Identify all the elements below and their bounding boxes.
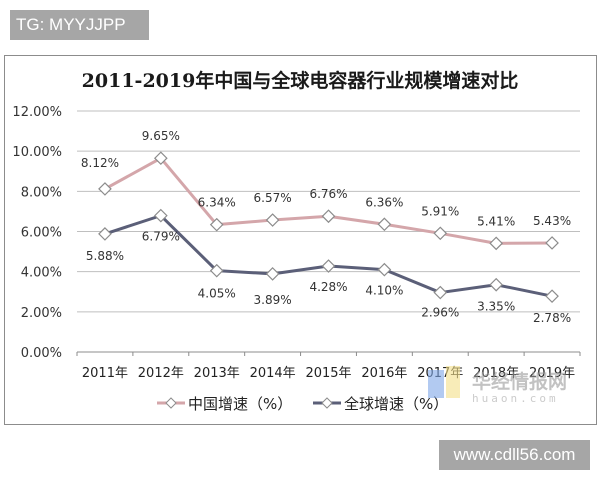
data-label: 5.88% bbox=[86, 249, 124, 263]
logo-yellow-block-icon bbox=[446, 366, 460, 398]
data-label: 8.12% bbox=[81, 156, 119, 170]
x-tick-label: 2018年 bbox=[473, 366, 519, 381]
data-point-marker bbox=[377, 217, 392, 232]
bottom-watermark-badge: www.cdll56.com bbox=[439, 440, 590, 470]
data-point-marker bbox=[209, 263, 224, 278]
data-point-marker bbox=[98, 227, 112, 241]
data-point-marker bbox=[153, 151, 168, 166]
data-label: 6.36% bbox=[365, 195, 403, 209]
data-point-marker bbox=[489, 236, 504, 251]
logo-blue-block-icon bbox=[428, 370, 444, 398]
y-tick-label: 8.00% bbox=[21, 185, 62, 200]
x-tick-label: 2015年 bbox=[305, 366, 351, 381]
y-tick-label: 6.00% bbox=[21, 226, 62, 241]
y-tick-label: 0.00% bbox=[21, 346, 62, 361]
data-label: 4.10% bbox=[365, 284, 403, 298]
data-point-marker bbox=[153, 208, 168, 223]
series-china: 8.12% 9.65% 6.34% 6.57% 6.76% 6.36% 5.91% 5.41%… bbox=[81, 129, 571, 251]
data-label: 6.79% bbox=[142, 230, 180, 244]
x-tick-label: 2016年 bbox=[361, 366, 407, 381]
data-label: 6.34% bbox=[198, 196, 236, 210]
legend-label: 中国增速（%） bbox=[188, 395, 292, 413]
y-tick-label: 2.00% bbox=[21, 306, 62, 321]
x-tick-label: 2014年 bbox=[250, 366, 296, 381]
data-label: 2.78% bbox=[533, 311, 571, 325]
data-point-marker bbox=[265, 267, 280, 281]
data-point-marker bbox=[321, 209, 336, 224]
y-tick-label: 12.00% bbox=[12, 105, 62, 120]
legend-label: 全球增速（%） bbox=[344, 395, 448, 413]
legend-item: 中国增速（%） bbox=[157, 395, 292, 413]
data-label: 6.57% bbox=[254, 191, 292, 205]
chart-title: 2011-2019年中国与全球电容器行业规模增速对比 bbox=[81, 70, 519, 92]
data-point-marker bbox=[265, 213, 280, 227]
data-label: 3.89% bbox=[254, 293, 292, 307]
data-label: 5.41% bbox=[477, 214, 515, 228]
data-point-marker bbox=[545, 236, 559, 250]
x-tick-label: 2019年 bbox=[529, 366, 575, 381]
data-label: 5.91% bbox=[421, 204, 459, 218]
y-tick-label: 10.00% bbox=[12, 145, 62, 160]
watermark-name: 华经情报网 bbox=[472, 370, 567, 393]
data-point-marker bbox=[433, 226, 448, 241]
data-point-marker bbox=[209, 217, 224, 232]
data-point-marker bbox=[98, 182, 112, 196]
data-point-marker bbox=[433, 285, 448, 300]
legend-marker-icon bbox=[321, 397, 333, 409]
y-tick-label: 4.00% bbox=[21, 266, 62, 281]
data-label: 5.43% bbox=[533, 214, 571, 228]
data-label: 4.05% bbox=[198, 287, 236, 301]
data-label: 2.96% bbox=[421, 306, 459, 320]
data-point-marker bbox=[377, 262, 392, 277]
x-tick-label: 2011年 bbox=[82, 366, 128, 381]
data-label: 3.35% bbox=[477, 300, 515, 314]
x-tick-label: 2012年 bbox=[138, 366, 184, 381]
x-tick-label: 2013年 bbox=[194, 366, 240, 381]
data-label: 4.28% bbox=[309, 280, 347, 294]
watermark-domain: huaon.com bbox=[472, 392, 559, 405]
data-label: 9.65% bbox=[142, 129, 180, 143]
legend-item: 全球增速（%） bbox=[313, 395, 448, 413]
legend-marker-icon bbox=[165, 397, 177, 409]
data-point-marker bbox=[321, 259, 336, 273]
data-label: 6.76% bbox=[309, 187, 347, 201]
series-global: 5.88% 6.79% 4.05% 3.89% 4.28% 4.10% 2.96% 3.35%… bbox=[86, 208, 571, 325]
data-point-marker bbox=[489, 277, 504, 292]
top-watermark-badge: TG: MYYJJPP bbox=[10, 10, 149, 40]
data-point-marker bbox=[545, 289, 559, 304]
